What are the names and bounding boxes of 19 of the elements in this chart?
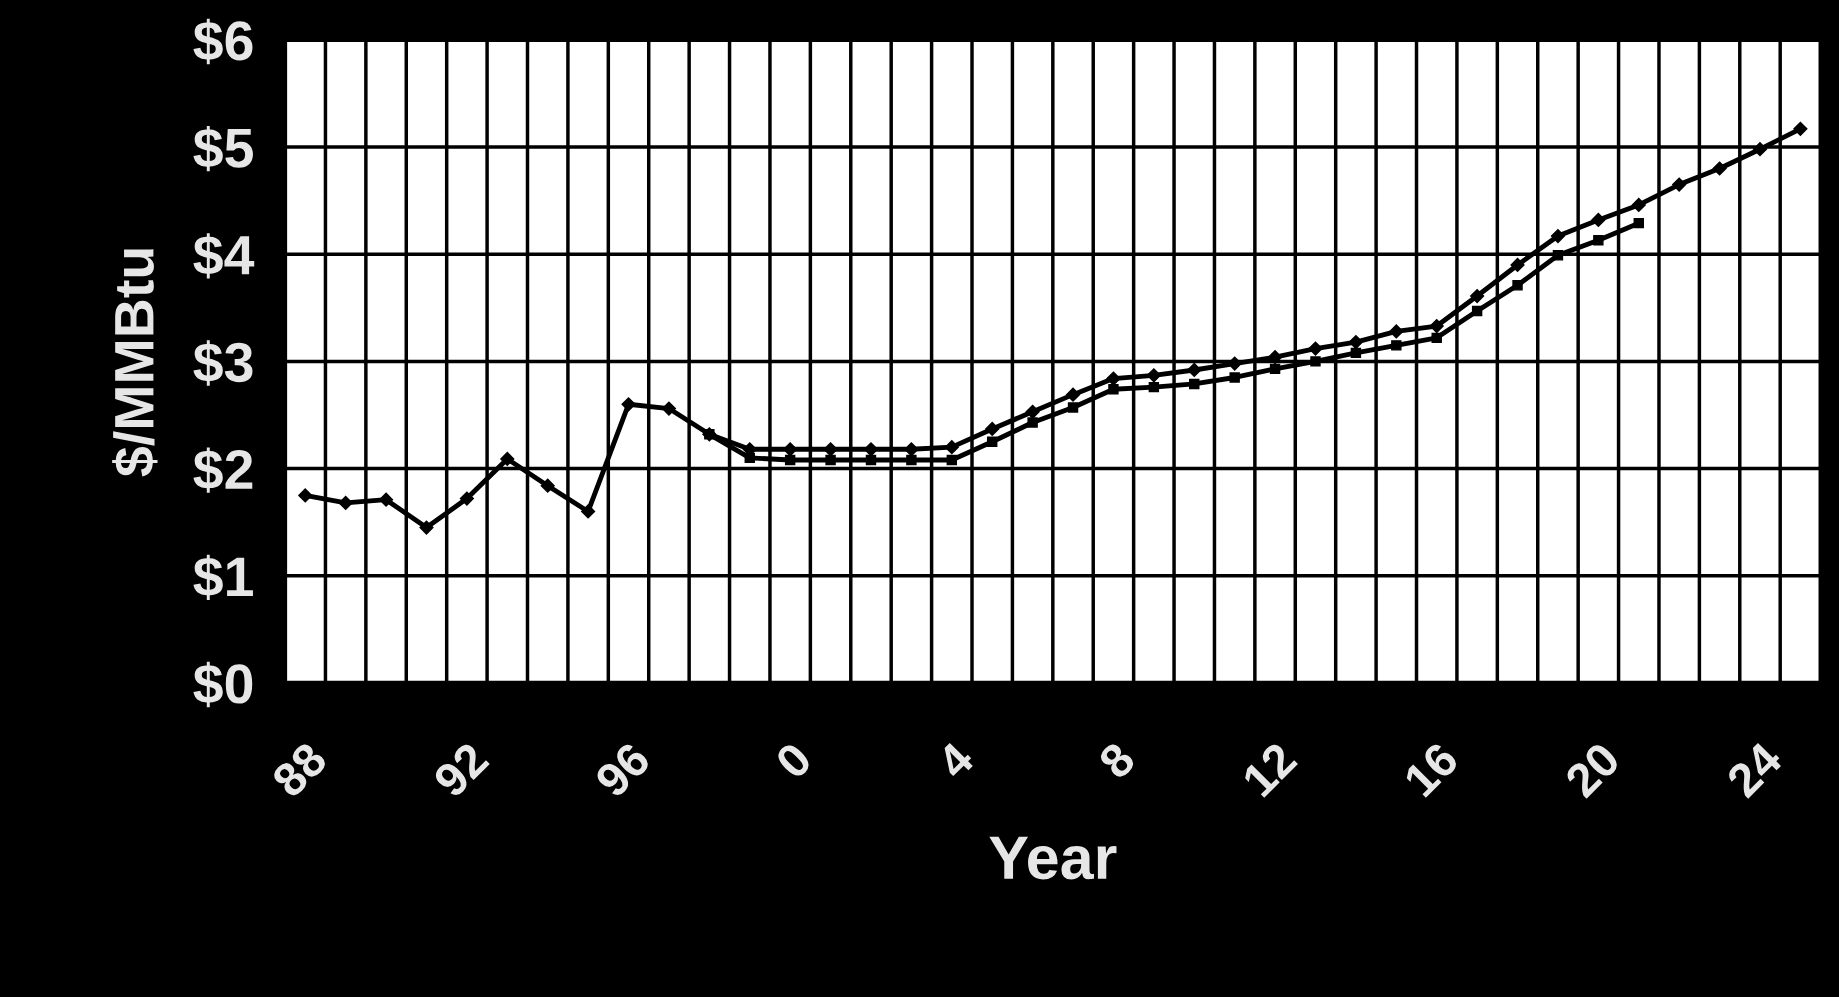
y-tick-label: $5 <box>193 125 253 172</box>
y-tick-label: $4 <box>193 233 255 279</box>
x-tick-label: 20 <box>1563 740 1622 800</box>
x-tick-label: 16 <box>1402 740 1461 799</box>
x-tick-label: 12 <box>1240 740 1298 798</box>
x-tick-label: 88 <box>270 740 329 800</box>
x-tick-label: 24 <box>1724 739 1785 799</box>
y-axis-title: $/MMBtu <box>112 249 158 477</box>
x-tick-label: 8 <box>1096 740 1137 781</box>
x-tick-label: 92 <box>431 740 491 800</box>
x-tick-label: 0 <box>773 740 814 781</box>
y-tick-label: $1 <box>193 554 253 601</box>
y-tick-label: $0 <box>193 661 253 708</box>
x-tick-label: 4 <box>934 739 976 781</box>
y-tick-label: $6 <box>193 18 253 65</box>
x-tick-label: 96 <box>593 740 652 800</box>
y-tick-label: $2 <box>193 447 253 493</box>
x-axis-title: Year <box>989 836 1117 880</box>
y-tick-label: $3 <box>193 340 253 386</box>
